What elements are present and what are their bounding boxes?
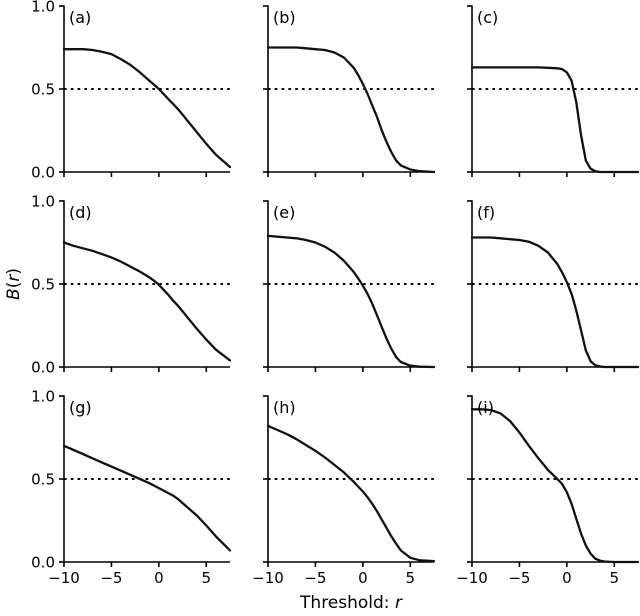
y-tick-label: 0.5 [31, 276, 55, 294]
subplot-a: 0.0 0.5 1.0 (a) [31, 0, 232, 182]
curve [266, 234, 436, 369]
subplot-g: −10 −5 0 5 0.0 0.5 1.0 (g) [31, 388, 232, 587]
x-tick-label: 5 [202, 569, 212, 587]
subplot-h: −10 −5 0 5 (h) [252, 395, 436, 587]
x-tick-label: −10 [48, 569, 80, 587]
subplot-f: (f) [467, 200, 640, 372]
subplot-d: 0.0 0.5 1.0 (d) [31, 193, 232, 377]
x-tick-label: 0 [358, 569, 368, 587]
y-axis-label-function: B [4, 288, 24, 300]
x-axis-label-text: Threshold: [300, 593, 395, 613]
x-tick-label: −10 [456, 569, 488, 587]
curve [266, 424, 436, 563]
x-tick-label: 0 [562, 569, 572, 587]
panel-label: (a) [69, 8, 91, 27]
panel-label: (i) [477, 398, 494, 417]
x-axis-label: Threshold: r [64, 593, 638, 613]
y-axis-label: B(r) [4, 268, 24, 300]
curve [62, 48, 232, 169]
subplot-b: (b) [263, 5, 436, 177]
x-tick-label: 5 [610, 569, 620, 587]
curve [62, 444, 232, 552]
y-axis-label-paren-close: ) [4, 268, 24, 275]
y-tick-label: 1.0 [31, 0, 55, 16]
x-tick-label: −5 [100, 569, 122, 587]
x-tick-label: −5 [508, 569, 530, 587]
y-tick-label: 1.0 [31, 193, 55, 211]
y-tick-label: 0.0 [31, 554, 55, 572]
subplot-grid: 0.0 0.5 1.0 (a) (b) (c) 0.0 0.5 1.0 (d) (e) (f) −10−… [31, 0, 640, 587]
y-axis-label-variable: r [4, 274, 24, 282]
y-tick-label: 1.0 [31, 388, 55, 406]
curve [266, 46, 436, 174]
panel-label: (b) [273, 8, 296, 27]
x-tick-label: −5 [304, 569, 326, 587]
panel-label: (g) [69, 398, 92, 417]
panel-label: (e) [273, 203, 295, 222]
x-tick-label: 5 [406, 569, 416, 587]
subplot-c: (c) [467, 5, 640, 177]
panel-label: (f) [477, 203, 495, 222]
panel-label: (h) [273, 398, 296, 417]
y-tick-label: 0.0 [31, 164, 55, 182]
x-tick-label: 0 [154, 569, 164, 587]
subplot-i: −10 −5 0 5 (i) [456, 395, 640, 587]
curve [470, 66, 640, 174]
panel-label: (c) [477, 8, 498, 27]
y-axis-label-paren-open: ( [4, 281, 24, 289]
x-tick-label: −10 [252, 569, 284, 587]
curve [470, 408, 640, 564]
subplot-e: (e) [263, 200, 436, 372]
panel-label: (d) [69, 203, 92, 222]
y-tick-label: 0.5 [31, 471, 55, 489]
y-tick-label: 0.0 [31, 359, 55, 377]
curve [62, 241, 232, 362]
x-axis-label-variable: r [394, 593, 402, 613]
curve [470, 236, 640, 369]
y-tick-label: 0.5 [31, 81, 55, 99]
